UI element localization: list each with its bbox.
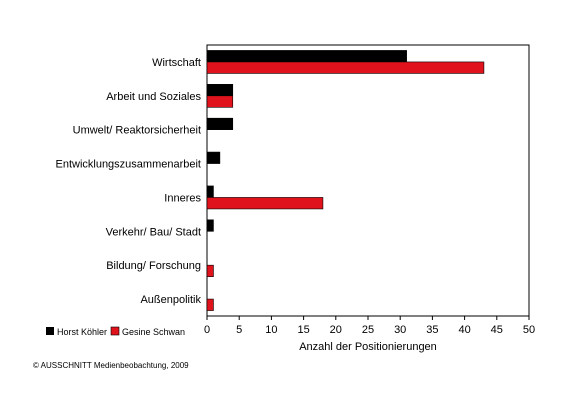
copyright-note: © AUSSCHNITT Medienbeobachtung, 2009 xyxy=(33,361,189,370)
x-tick-label-35: 35 xyxy=(426,324,438,336)
legend-label-gesine-schwan: Gesine Schwan xyxy=(122,327,185,337)
x-axis-label: Anzahl der Positionierungen xyxy=(299,341,437,353)
category-label-bildung-forschung: Bildung/ Forschung xyxy=(106,260,201,272)
category-label-arbeit-und-soziales: Arbeit und Soziales xyxy=(106,91,201,103)
bar-horst-koehler-umwelt-reaktorsicherheit xyxy=(206,117,234,130)
category-label-wirtschaft: Wirtschaft xyxy=(152,57,201,69)
legend-label-horst-koehler: Horst Köhler xyxy=(57,327,107,337)
bar-gesine-schwan-bildung-forschung xyxy=(206,264,214,277)
bar-horst-koehler-entwicklungszusammenarbeit xyxy=(206,151,221,164)
x-tick-label-45: 45 xyxy=(491,324,503,336)
category-label-verkehr-bau-stadt: Verkehr/ Bau/ Stadt xyxy=(106,226,201,238)
x-tick-label-30: 30 xyxy=(394,324,406,336)
bars-group xyxy=(206,50,485,311)
x-tick-label-0: 0 xyxy=(204,324,210,336)
x-tick-label-5: 5 xyxy=(236,324,242,336)
x-tick-label-25: 25 xyxy=(362,324,374,336)
plot-area xyxy=(206,44,530,317)
x-axis: 0 5 10 15 20 25 30 35 40 45 50 xyxy=(204,316,535,336)
category-label-umwelt-reaktorsicherheit: Umwelt/ Reaktorsicherheit xyxy=(73,125,201,137)
category-labels: Wirtschaft Arbeit und Soziales Umwelt/ Rea… xyxy=(55,57,201,306)
legend: Horst Köhler Gesine Schwan xyxy=(46,326,185,337)
x-tick-label-40: 40 xyxy=(458,324,470,336)
category-label-entwicklungszusammenarbeit: Entwicklungszusammenarbeit xyxy=(55,159,201,171)
category-label-inneres: Inneres xyxy=(164,192,201,204)
bar-horst-koehler-verkehr-bau-stadt xyxy=(206,219,214,232)
bar-gesine-schwan-aussenpolitik xyxy=(206,298,214,311)
legend-swatch-horst-koehler xyxy=(46,327,54,335)
bar-gesine-schwan-arbeit-und-soziales xyxy=(206,95,234,108)
x-tick-label-15: 15 xyxy=(297,324,309,336)
bar-horst-koehler-arbeit-und-soziales xyxy=(206,84,234,97)
bar-gesine-schwan-wirtschaft xyxy=(206,61,485,74)
legend-swatch-gesine-schwan xyxy=(110,326,120,336)
x-tick-label-50: 50 xyxy=(523,324,535,336)
category-label-aussenpolitik: Außenpolitik xyxy=(140,294,201,306)
bar-gesine-schwan-inneres xyxy=(206,197,324,210)
x-tick-label-20: 20 xyxy=(330,324,342,336)
x-tick-label-10: 10 xyxy=(265,324,277,336)
bar-horst-koehler-wirtschaft xyxy=(206,50,407,63)
bar-horst-koehler-inneres xyxy=(206,185,214,198)
